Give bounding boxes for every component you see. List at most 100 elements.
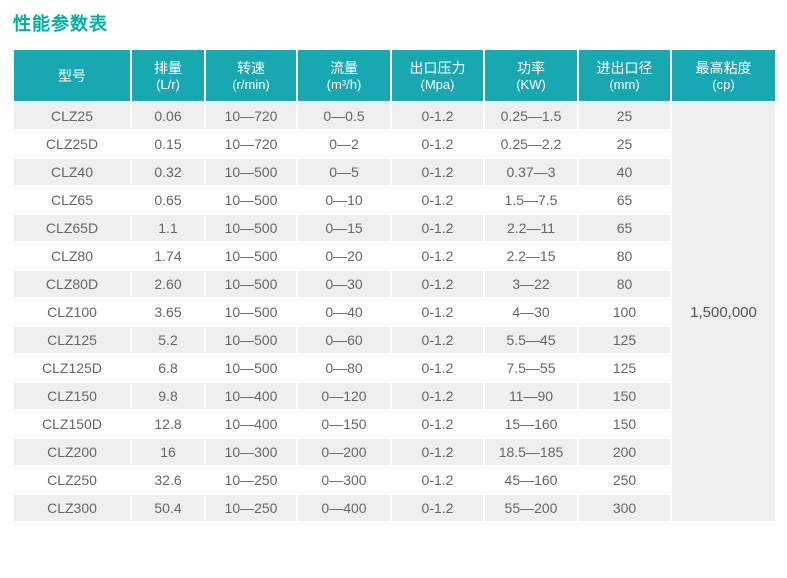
value-cell: 1.74 (130, 241, 206, 271)
header-cell: 排量 (L/r) (130, 48, 206, 103)
table-row: CLZ65 0.65 10—500 0—10 0-1.2 1.5—7.5 65 (12, 185, 776, 215)
header-cell-name: 出口压力 (409, 59, 466, 76)
value-cell: 10—250 (204, 493, 298, 523)
model-cell: CLZ65 (12, 185, 132, 215)
value-cell: 0.25—1.5 (483, 101, 579, 131)
model-cell: CLZ125 (12, 325, 132, 355)
value-cell: 10—720 (204, 101, 298, 131)
value-cell: 0—30 (296, 269, 392, 299)
model-cell: CLZ200 (12, 437, 132, 467)
value-cell: 10—400 (204, 381, 298, 411)
value-cell: 0-1.2 (390, 129, 485, 159)
model-cell: CLZ80D (12, 269, 132, 299)
value-cell: 32.6 (130, 465, 206, 495)
value-cell: 0-1.2 (390, 269, 485, 299)
table-body: CLZ25 0.06 10—720 0—0.5 0-1.2 0.25—1.5 25 1,500… (12, 101, 777, 523)
value-cell: 2.2—11 (483, 213, 579, 243)
value-cell: 11—90 (483, 381, 579, 411)
model-cell: CLZ300 (12, 493, 132, 523)
value-cell: 6.8 (130, 353, 206, 383)
value-cell: 2.2—15 (483, 241, 579, 271)
header-cell-unit: (m³/h) (326, 76, 362, 92)
model-cell: CLZ40 (12, 157, 132, 187)
value-cell: 300 (577, 493, 672, 523)
value-cell: 0.37—3 (483, 157, 579, 187)
value-cell: 0.15 (130, 129, 206, 159)
table-row: CLZ200 16 10—300 0—200 0-1.2 18.5—185 200 (12, 437, 776, 467)
header-cell-name: 进出口径 (596, 59, 653, 76)
value-cell: 0-1.2 (390, 465, 485, 495)
header-cell: 流量 (m³/h) (296, 48, 392, 103)
value-cell: 150 (577, 381, 672, 411)
table-row: CLZ80D 2.60 10—500 0—30 0-1.2 3—22 80 (12, 269, 776, 299)
table-row: CLZ100 3.65 10—500 0—40 0-1.2 4—30 100 (12, 297, 776, 327)
model-cell: CLZ80 (12, 241, 132, 271)
header-cell-name: 排量 (154, 59, 182, 76)
value-cell: 10—500 (204, 241, 298, 271)
value-cell: 16 (130, 437, 206, 467)
header-cell: 型号 (12, 48, 132, 103)
header-cell-unit: (cp) (712, 76, 735, 92)
value-cell: 10—300 (204, 437, 298, 467)
value-cell: 0—15 (296, 213, 392, 243)
header-row: 型号 排量 (L/r) 转速 (r/min) 流量 (m³/h) 出口压力 (Mpa) 功率 (KW… (12, 48, 777, 103)
value-cell: 80 (577, 269, 672, 299)
table-row: CLZ80 1.74 10—500 0—20 0-1.2 2.2—15 80 (12, 241, 776, 271)
header-cell: 出口压力 (Mpa) (390, 48, 485, 103)
value-cell: 0—80 (296, 353, 392, 383)
value-cell: 10—720 (204, 129, 298, 159)
value-cell: 55—200 (483, 493, 579, 523)
value-cell: 0—40 (296, 297, 392, 327)
value-cell: 0-1.2 (390, 353, 485, 383)
value-cell: 3—22 (483, 269, 579, 299)
header-cell-unit: (Mpa) (420, 76, 455, 92)
value-cell: 50.4 (130, 493, 206, 523)
value-cell: 5.5—45 (483, 325, 579, 355)
value-cell: 0-1.2 (390, 157, 485, 187)
value-cell: 125 (577, 353, 672, 383)
value-cell: 150 (577, 409, 672, 439)
value-cell: 10—250 (204, 465, 298, 495)
table-row: CLZ125D 6.8 10—500 0—80 0-1.2 7.5—55 125 (12, 353, 776, 383)
value-cell: 40 (577, 157, 672, 187)
value-cell: 0—300 (296, 465, 392, 495)
value-cell: 25 (577, 101, 672, 131)
value-cell: 10—400 (204, 409, 298, 439)
model-cell: CLZ65D (12, 213, 132, 243)
value-cell: 65 (577, 185, 672, 215)
performance-parameter-table: 型号 排量 (L/r) 转速 (r/min) 流量 (m³/h) 出口压力 (Mpa) 功率 (KW… (12, 48, 777, 523)
header-cell-name: 转速 (237, 59, 265, 76)
value-cell: 10—500 (204, 353, 298, 383)
value-cell: 10—500 (204, 157, 298, 187)
value-cell: 0—120 (296, 381, 392, 411)
table-row: CLZ150 9.8 10—400 0—120 0-1.2 11—90 150 (12, 381, 776, 411)
value-cell: 0-1.2 (390, 297, 485, 327)
value-cell: 7.5—55 (483, 353, 579, 383)
model-cell: CLZ100 (12, 297, 132, 327)
value-cell: 1.1 (130, 213, 206, 243)
header-cell: 转速 (r/min) (204, 48, 298, 103)
value-cell: 9.8 (130, 381, 206, 411)
table-row: CLZ65D 1.1 10—500 0—15 0-1.2 2.2—11 65 (12, 213, 776, 243)
value-cell: 5.2 (130, 325, 206, 355)
table-row: CLZ25D 0.15 10—720 0—2 0-1.2 0.25—2.2 25 (12, 129, 776, 159)
value-cell: 0-1.2 (390, 437, 485, 467)
value-cell: 45—160 (483, 465, 579, 495)
table-row: CLZ250 32.6 10—250 0—300 0-1.2 45—160 250 (12, 465, 776, 495)
value-cell: 0—150 (296, 409, 392, 439)
value-cell: 0-1.2 (390, 381, 485, 411)
header-cell-unit: (KW) (516, 76, 546, 92)
value-cell: 10—500 (204, 297, 298, 327)
value-cell: 1.5—7.5 (483, 185, 579, 215)
value-cell: 3.65 (130, 297, 206, 327)
value-cell: 0—20 (296, 241, 392, 271)
page-title: 性能参数表 (13, 14, 108, 34)
value-cell: 0—0.5 (296, 101, 392, 131)
model-cell: CLZ250 (12, 465, 132, 495)
model-cell: CLZ125D (12, 353, 132, 383)
value-cell: 200 (577, 437, 672, 467)
value-cell: 15—160 (483, 409, 579, 439)
table-row: CLZ40 0.32 10—500 0—5 0-1.2 0.37—3 40 (12, 157, 776, 187)
table-header: 型号 排量 (L/r) 转速 (r/min) 流量 (m³/h) 出口压力 (Mpa) 功率 (KW… (12, 48, 777, 103)
value-cell: 0—10 (296, 185, 392, 215)
